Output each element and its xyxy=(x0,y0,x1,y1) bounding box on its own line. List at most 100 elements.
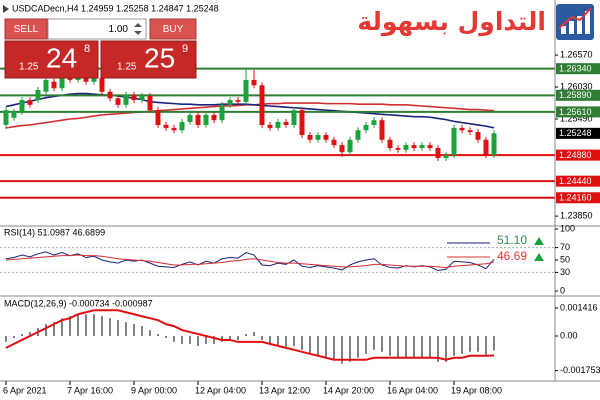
annotation: 51.10 xyxy=(497,233,527,247)
candle-body xyxy=(459,127,465,131)
candle-body xyxy=(339,145,345,153)
x-tick-label: 9 Apr 00:00 xyxy=(131,385,177,395)
lots-input[interactable] xyxy=(47,18,147,40)
lots-value: 1.00 xyxy=(109,24,129,35)
candle-body xyxy=(267,124,273,128)
candle-body xyxy=(331,139,337,146)
candle-body xyxy=(51,81,57,89)
ask-box[interactable] xyxy=(100,40,197,79)
candle-body xyxy=(163,124,169,128)
ask-small: 9 xyxy=(182,43,188,55)
candle-body xyxy=(387,139,393,149)
level-box xyxy=(556,149,600,161)
candle-body xyxy=(123,94,129,105)
candle-body xyxy=(427,145,433,149)
candle-body xyxy=(467,130,473,133)
y-tick-label: 0.001416 xyxy=(560,302,598,312)
sell-label: SELL xyxy=(14,24,39,35)
x-tick-label: 14 Apr 20:00 xyxy=(323,385,374,395)
buy-label: BUY xyxy=(163,24,184,35)
current-price-box xyxy=(556,127,600,139)
candle-body xyxy=(315,135,321,140)
candle-body xyxy=(299,110,305,135)
ask-big: 25 xyxy=(144,42,175,73)
candle-body xyxy=(419,145,425,149)
x-tick-label: 19 Apr 08:00 xyxy=(451,385,502,395)
bid-prefix: 1.25 xyxy=(19,62,39,73)
y-tick-label: 50 xyxy=(560,254,570,264)
ask-prefix: 1.25 xyxy=(117,62,137,73)
candle-body xyxy=(155,110,161,125)
candle-body xyxy=(235,100,241,102)
candle-body xyxy=(211,114,217,121)
sell-button[interactable] xyxy=(4,18,48,40)
lots-spinner[interactable] xyxy=(134,23,142,35)
level-label: 1.24880 xyxy=(559,150,592,160)
candle-body xyxy=(379,120,385,140)
candle-body xyxy=(203,114,209,125)
candle-body xyxy=(19,100,25,112)
moving-average xyxy=(5,92,495,129)
candle-body xyxy=(371,120,377,125)
candle-body xyxy=(187,114,193,122)
candle-body xyxy=(491,133,497,156)
candle-body xyxy=(483,139,489,156)
bid-box[interactable] xyxy=(4,40,99,79)
candle-body xyxy=(355,130,361,140)
annotation-arrow xyxy=(534,253,544,261)
candle-body xyxy=(99,78,105,92)
y-tick-label: 70 xyxy=(560,242,570,252)
candle-body xyxy=(91,78,97,82)
candle-body xyxy=(3,110,9,125)
y-tick-label: 100 xyxy=(560,223,575,233)
candle-body xyxy=(283,121,289,125)
header-icon xyxy=(3,5,9,13)
candle-body xyxy=(403,145,409,150)
panel-title: MACD(12,26,9) -0.000734 -0.000987 xyxy=(4,298,153,308)
candle-body xyxy=(243,79,249,102)
candle-body xyxy=(35,90,41,101)
level-box xyxy=(556,89,600,101)
candle-body xyxy=(347,139,353,153)
y-tick-label: 1.26570 xyxy=(560,49,593,59)
candle-body xyxy=(219,104,225,121)
rsi-line xyxy=(5,254,495,268)
level-label: 1.24440 xyxy=(559,176,592,186)
candle-body xyxy=(59,75,65,89)
candle-body xyxy=(307,135,313,140)
x-tick-label: 13 Apr 12:00 xyxy=(259,385,310,395)
y-tick-label: 30 xyxy=(560,267,570,277)
candle-body xyxy=(227,100,233,105)
chart-title: USDCADecn,H4 1.24959 1.25258 1.24847 1.2… xyxy=(12,3,219,13)
candle-body xyxy=(139,95,145,101)
candle-body xyxy=(259,85,265,125)
current-price-label: 1.25248 xyxy=(559,128,592,138)
level-label: 1.25890 xyxy=(559,90,592,100)
candle-body xyxy=(451,127,457,156)
candle-body xyxy=(179,121,185,131)
panel-title: RSI(14) 51.0987 46.6899 xyxy=(4,227,105,237)
logo: التداول بسهولة xyxy=(357,4,594,40)
candle-body xyxy=(323,135,329,140)
candle-body xyxy=(11,111,17,118)
candle-body xyxy=(435,148,441,159)
trade-panel: SELL 1.00 BUY 1.25 24 8 1.25 25 9 xyxy=(4,18,197,79)
y-tick-label: 1.26030 xyxy=(560,81,593,91)
level-box xyxy=(556,175,600,187)
candle-body xyxy=(43,79,49,92)
candle-body xyxy=(275,121,281,128)
candle-body xyxy=(147,95,153,111)
bid-big: 24 xyxy=(46,42,77,73)
candle-body xyxy=(131,94,137,101)
logo-text: التداول بسهولة xyxy=(357,7,546,37)
annotation-arrow xyxy=(534,237,544,245)
candle-body xyxy=(171,127,177,131)
candle-body xyxy=(291,110,297,125)
x-tick-label: 12 Apr 04:00 xyxy=(195,385,246,395)
y-tick-label: 0 xyxy=(560,285,565,295)
buy-button[interactable] xyxy=(149,18,197,40)
y-tick-label: 1.23850 xyxy=(560,210,593,220)
x-tick-label: 16 Apr 04:00 xyxy=(387,385,438,395)
